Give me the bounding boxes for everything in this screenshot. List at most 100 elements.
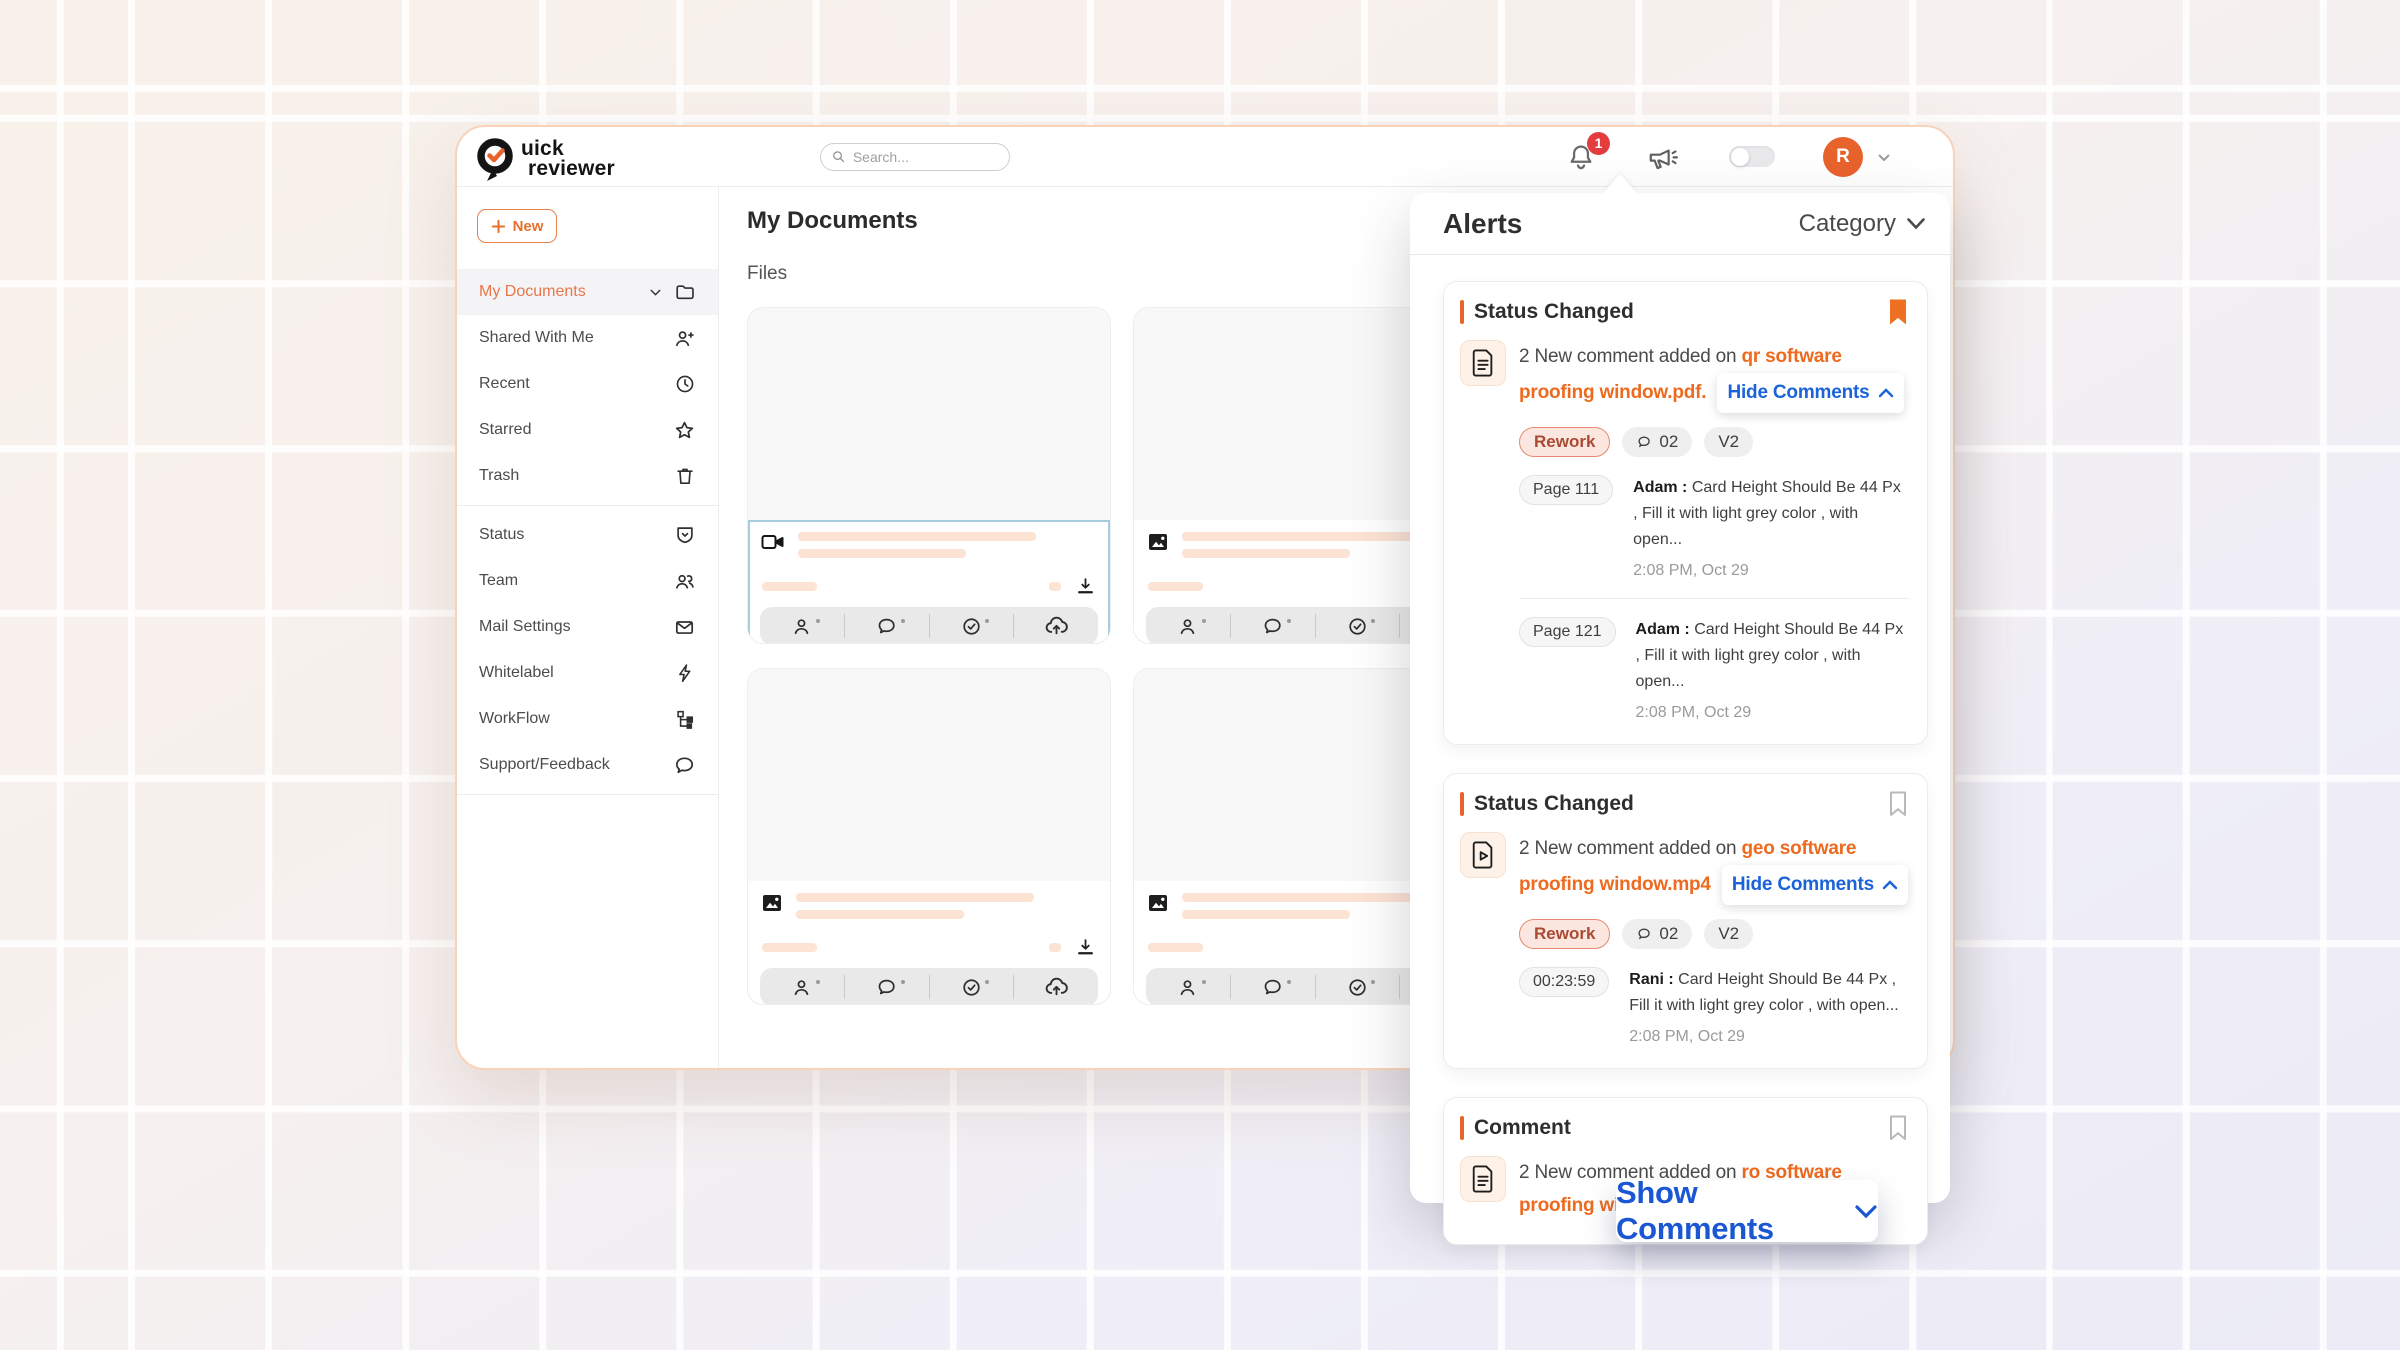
workflow-icon [674,708,696,730]
comment-button[interactable] [1231,615,1315,638]
file-card[interactable] [747,668,1111,1005]
category-dropdown[interactable]: Category [1799,210,1926,238]
bookmark-icon-outline[interactable] [1887,790,1909,818]
version-tag[interactable]: V2 [1704,919,1754,949]
approve-button[interactable] [930,976,1014,999]
sidebar-item-whitelabel[interactable]: Whitelabel [457,650,718,696]
notifications-button[interactable]: 1 [1565,131,1610,173]
file-preview[interactable] [748,308,1110,520]
chat-bubble-icon [673,754,696,777]
logo-text: uick reviewer [521,137,615,180]
skeleton-meta-bar [1148,943,1203,952]
approve-button[interactable] [1316,976,1400,999]
search-box[interactable] [819,142,1010,171]
comment-timestamp: 2:08 PM, Oct 29 [1633,562,1749,579]
timecode-ref-pill: 00:23:59 [1519,967,1610,997]
file-card[interactable] [747,307,1111,644]
toggle-knob [1731,147,1749,166]
avatar[interactable]: R [1823,136,1863,177]
status-tag[interactable]: Rework [1519,427,1611,457]
pdf-file-icon [1460,1156,1506,1202]
status-tag[interactable]: Rework [1519,919,1611,949]
hide-comments-button[interactable]: Hide Comments [1717,373,1904,413]
sidebar: New My Documents Shared With Me [457,187,719,1068]
download-icon[interactable] [1075,937,1096,958]
sidebar-item-support-feedback[interactable]: Support/Feedback [457,742,718,788]
comment-item[interactable]: 00:23:59 Rani : Card Height Should Be 44… [1519,967,1909,1046]
new-button[interactable]: New [477,209,557,243]
approve-button[interactable] [930,615,1014,638]
comment-count-tag[interactable]: 02 [1622,919,1693,949]
page-title: My Documents [747,207,918,234]
chevron-down-icon[interactable] [647,284,664,301]
comment-item[interactable]: Page 121 Adam : Card Height Should Be 44… [1519,617,1909,722]
comment-timestamp: 2:08 PM, Oct 29 [1629,1028,1745,1045]
sidebar-item-recent[interactable]: Recent [457,361,718,407]
share-button[interactable] [760,976,844,999]
version-tag[interactable]: V2 [1704,427,1754,457]
comment-divider [1519,598,1909,599]
comment-button[interactable] [1231,976,1315,999]
search-icon [831,149,846,164]
share-button[interactable] [1146,976,1230,999]
sidebar-item-team[interactable]: Team [457,558,718,604]
bookmark-icon-outline[interactable] [1887,1114,1909,1142]
cloud-upload-button[interactable] [1014,975,1098,1000]
skeleton-subtitle-bar [798,549,966,558]
files-section-label: Files [747,263,788,284]
announcements-button[interactable] [1645,140,1681,174]
sidebar-item-mail-settings[interactable]: Mail Settings [457,604,718,650]
sidebar-divider [457,505,718,506]
comment-timestamp: 2:08 PM, Oct 29 [1635,704,1752,721]
sidebar-item-workflow[interactable]: WorkFlow [457,696,718,742]
sidebar-divider [457,794,718,795]
category-accent-bar [1460,1116,1464,1140]
comment-count-tag[interactable]: 02 [1622,427,1693,457]
file-link[interactable]: qr software proofing window.pdf. [1519,346,1842,403]
share-button[interactable] [1146,615,1230,638]
star-icon [673,419,696,442]
alert-card[interactable]: Status Changed 2 New comment added on qr… [1443,281,1928,745]
bell-icon [1565,141,1597,173]
alert-message: 2 New comment added on geo software proo… [1519,832,1909,905]
alert-card[interactable]: Comment 2 New comment added on ro softwa… [1443,1097,1928,1246]
trash-icon [674,465,696,487]
page-ref-pill: Page 121 [1519,617,1616,647]
alert-category: Status Changed [1474,792,1634,815]
search-input[interactable] [852,148,993,165]
share-button[interactable] [760,615,844,638]
sidebar-item-my-documents[interactable]: My Documents [457,269,718,315]
bookmark-icon-filled[interactable] [1887,298,1909,326]
sidebar-item-trash[interactable]: Trash [457,453,718,499]
logo-q-icon [473,135,519,183]
file-actions-bar [760,968,1098,1004]
theme-toggle[interactable] [1729,146,1775,167]
file-preview[interactable] [748,669,1110,881]
file-link[interactable]: geo software proofing window.mp4 [1519,838,1857,895]
page-ref-pill: Page 111 [1519,475,1614,505]
show-comments-button[interactable]: Show Comments [1616,1175,1878,1246]
sidebar-item-shared-with-me[interactable]: Shared With Me [457,315,718,361]
comment-button[interactable] [845,976,929,999]
skeleton-subtitle-bar [1182,910,1350,919]
lightning-icon [674,662,696,684]
app-header: uick reviewer 1 [457,127,1953,187]
profile-menu[interactable]: R [1823,136,1891,177]
comment-text: Rani : Card Height Should Be 44 Px , Fil… [1629,971,1899,1014]
sidebar-item-starred[interactable]: Starred [457,407,718,453]
cloud-upload-button[interactable] [1014,614,1098,639]
pdf-file-icon [1460,340,1506,386]
comment-button[interactable] [845,615,929,638]
sidebar-item-status[interactable]: Status [457,512,718,558]
chevron-down-icon [1906,217,1926,230]
megaphone-icon [1645,140,1681,174]
chevron-down-icon [1854,1204,1878,1219]
clock-icon [674,373,696,395]
skeleton-subtitle-bar [1182,549,1350,558]
download-icon[interactable] [1075,576,1096,597]
alert-card[interactable]: Status Changed 2 New comment added on ge… [1443,773,1928,1069]
hide-comments-button[interactable]: Hide Comments [1721,865,1908,905]
approve-button[interactable] [1316,615,1400,638]
video-file-icon [1460,832,1506,878]
comment-item[interactable]: Page 111 Adam : Card Height Should Be 44… [1519,475,1909,580]
